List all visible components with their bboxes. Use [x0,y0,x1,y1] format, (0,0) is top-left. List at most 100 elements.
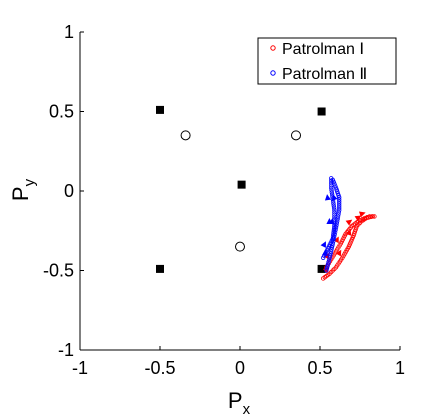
y-tick-label: 0 [64,181,74,201]
trajectory-point [329,187,334,193]
direction-arrow [345,219,353,226]
direction-arrow [322,249,328,257]
trajectory-point [337,201,342,206]
direction-arrow [335,249,342,257]
trajectory-point [335,191,341,196]
square-marker [237,180,246,189]
square-marker [317,107,326,116]
trajectory-point [362,215,367,221]
trajectory-point [332,229,338,235]
trajectory-point [327,255,332,260]
trajectory-point [353,225,359,231]
trajectory-point [351,233,356,238]
axes-group: -1 -0.5 0 0.5 1 -1 -0.5 0 0.5 1 [43,22,405,378]
trajectory-point [337,203,342,209]
direction-arrow [333,236,339,244]
circle-marker [180,130,191,141]
trajectory-point [324,266,330,271]
trajectory-point [329,190,335,195]
trajectory-point [333,185,339,191]
trajectory-point [333,225,339,230]
y-axis-label: Py [8,178,38,201]
series-4 [322,177,342,273]
x-tick-label: 1 [395,358,405,378]
trajectory-point [327,253,333,258]
trajectory-point [335,216,340,222]
trajectory-point [326,259,331,265]
trajectory-point [331,205,337,211]
trajectory-point [332,181,337,187]
square-markers [156,105,326,273]
y-tick-label: -1 [58,340,74,360]
legend-label-2: Patrolman Ⅱ [282,66,367,83]
direction-arrow [324,194,331,201]
circle-markers [180,130,301,252]
trajectory-point [334,223,339,228]
trajectory-point [337,199,342,204]
square-marker [156,105,164,114]
trajectory-point [334,220,339,226]
trajectory-point [352,229,358,234]
trajectory-point [331,234,337,239]
trajectory-point [334,187,339,192]
trajectory-point [369,214,375,219]
trajectory-point [337,207,342,213]
trajectory-point [329,185,334,191]
trajectory-point [331,201,336,206]
trajectory-point [353,227,358,232]
trajectory-point [336,210,341,215]
trajectory-point [333,227,338,233]
trajectory-point [333,183,338,189]
trajectory-point [326,257,332,263]
trajectory-point [356,219,361,224]
x-axis-label: Px [228,388,251,418]
trajectory-point [332,210,337,215]
x-tick-label: -1 [72,358,88,378]
trajectory-point [337,195,342,200]
trajectory-point [328,249,334,254]
trajectory-point [337,205,342,211]
legend-marker-1 [270,45,276,51]
direction-arrow [320,241,326,248]
trajectory-point [372,214,377,219]
direction-arrow [328,217,335,225]
trajectory-point [365,215,370,220]
y-tick-label: 0.5 [49,102,74,122]
x-tick-label: 0.5 [307,358,332,378]
trajectory-point [335,214,341,219]
trajectory-point [324,268,329,273]
circle-marker [291,130,301,141]
legend-label-1: Patrolman Ⅰ [282,41,364,58]
direction-arrow [358,211,366,218]
trajectory-point [325,261,331,267]
trajectory-point [358,217,363,223]
trajectory-point [331,236,336,242]
x-tick-label: 0 [235,358,245,378]
trajectory-point [337,197,342,202]
trajectory-point [330,243,335,248]
trajectory-point [330,241,335,246]
direction-arrow [331,194,338,201]
trajectory-point [335,189,340,194]
trajectory-point [336,193,341,198]
y-tick-label: -0.5 [43,261,74,281]
legend-marker-2 [270,70,276,76]
trajectory-point [332,207,337,213]
trajectory-point [332,212,337,217]
trajectory-point [330,177,335,183]
trajectory-point [331,179,336,185]
y-tick-label: 1 [64,22,74,42]
trajectory-point [335,218,340,224]
trajectory-point [331,203,336,208]
trajectory-point [332,232,337,237]
trajectory-point [329,247,334,252]
x-tick-label: -0.5 [144,358,175,378]
circle-marker [235,241,245,252]
trajectory-point [328,251,333,256]
square-marker [317,264,326,273]
legend-box [257,37,397,85]
square-marker [156,264,164,273]
trajectory-point [331,238,336,244]
trajectory-point [325,264,330,269]
